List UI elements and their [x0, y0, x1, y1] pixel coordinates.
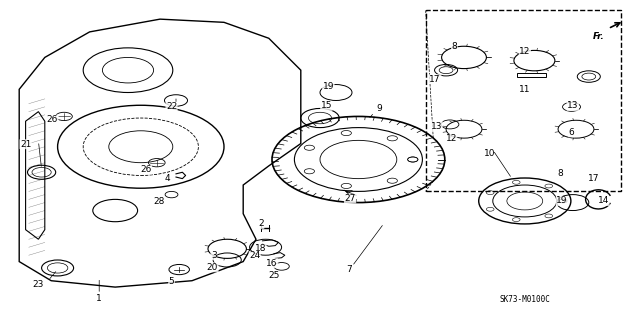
Text: 9: 9 [376, 104, 381, 113]
Text: 26: 26 [140, 165, 152, 174]
Text: 8: 8 [557, 169, 563, 178]
Text: 20: 20 [207, 263, 218, 272]
Text: 5: 5 [169, 277, 174, 286]
Text: 1: 1 [97, 294, 102, 303]
Text: 15: 15 [321, 101, 332, 110]
Text: 10: 10 [484, 149, 495, 158]
Text: 3: 3 [211, 251, 216, 260]
Text: 19: 19 [556, 197, 568, 205]
Text: 12: 12 [445, 134, 457, 143]
Text: 28: 28 [153, 197, 164, 206]
Text: Fr.: Fr. [593, 32, 605, 41]
Bar [426, 10, 621, 191]
Text: SK73-M0100C: SK73-M0100C [499, 295, 550, 304]
Text: 7: 7 [346, 265, 351, 274]
Text: 24: 24 [249, 251, 260, 260]
Text: 16: 16 [266, 259, 278, 268]
Text: 23: 23 [33, 280, 44, 289]
Text: 18: 18 [255, 244, 266, 253]
Text: 2: 2 [259, 219, 264, 228]
Text: 25: 25 [268, 271, 280, 280]
Text: 4: 4 [165, 174, 170, 183]
Text: 12: 12 [519, 47, 531, 56]
Text: 17: 17 [588, 174, 600, 182]
Text: 27: 27 [344, 194, 356, 203]
Text: 13: 13 [431, 122, 442, 130]
Text: 17: 17 [429, 75, 441, 84]
Text: 11: 11 [519, 85, 531, 94]
Text: 14: 14 [598, 197, 609, 205]
Text: 26: 26 [47, 115, 58, 124]
Bar [517, 73, 546, 77]
Text: 19: 19 [323, 82, 334, 91]
Text: 8: 8 [452, 42, 457, 51]
Text: 13: 13 [567, 101, 579, 110]
Text: 22: 22 [166, 102, 177, 111]
Text: 21: 21 [20, 140, 31, 149]
Text: 6: 6 [569, 128, 574, 137]
